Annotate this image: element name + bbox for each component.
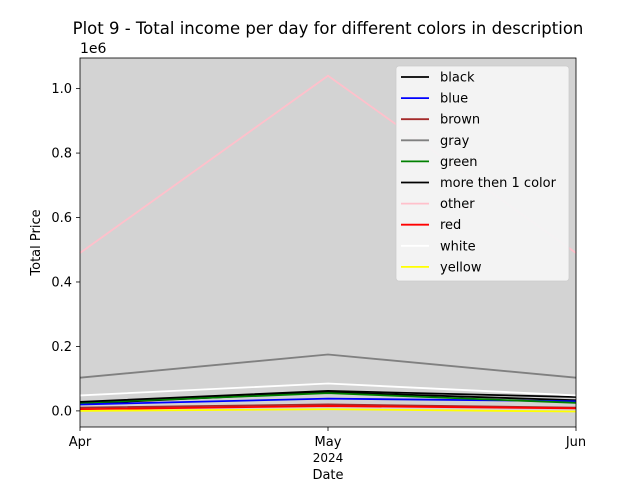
legend-label-0: black (440, 71, 475, 86)
legend-label-3: gray (440, 134, 470, 149)
y-axis-label: Total Price (29, 209, 44, 276)
legend-label-7: red (440, 218, 461, 233)
legend-label-8: white (440, 239, 476, 254)
y-tick-label: 0.2 (51, 340, 72, 355)
y-tick-label: 0.6 (51, 211, 72, 226)
series-line-7 (79, 405, 577, 411)
series-line-9 (79, 408, 577, 413)
series-line-3 (79, 353, 577, 379)
legend-label-6: other (440, 197, 475, 212)
x-year-label: 2024 (313, 451, 344, 465)
series-line-2 (79, 403, 577, 409)
series-line-8 (79, 382, 577, 397)
y-tick-label: 0.0 (51, 404, 72, 419)
y-tick-label: 0.4 (51, 275, 72, 290)
series-line-4 (79, 392, 577, 404)
legend-box (395, 65, 570, 282)
series-line-5 (79, 390, 577, 403)
y-tick-label: 0.8 (51, 147, 72, 162)
y-axis: 0.0 0.2 0.4 0.6 0.8 1.0 (51, 82, 80, 419)
x-tick-label: Jun (565, 435, 586, 450)
legend: black blue brown gray green more then 1 color… (395, 65, 570, 282)
x-axis: Apr May Jun (69, 427, 586, 450)
legend-label-1: blue (440, 92, 468, 107)
x-tick-label: Apr (69, 435, 92, 450)
y-offset-label: 1e6 (80, 41, 107, 57)
legend-label-2: brown (440, 113, 480, 128)
chart-title: Plot 9 - Total income per day for differ… (73, 19, 584, 38)
y-tick-label: 1.0 (51, 82, 72, 97)
legend-label-5: more then 1 color (440, 176, 557, 191)
legend-label-9: yellow (440, 260, 482, 275)
x-tick-label: May (315, 435, 342, 450)
legend-label-4: green (440, 155, 478, 170)
x-axis-label: Date (312, 468, 343, 480)
